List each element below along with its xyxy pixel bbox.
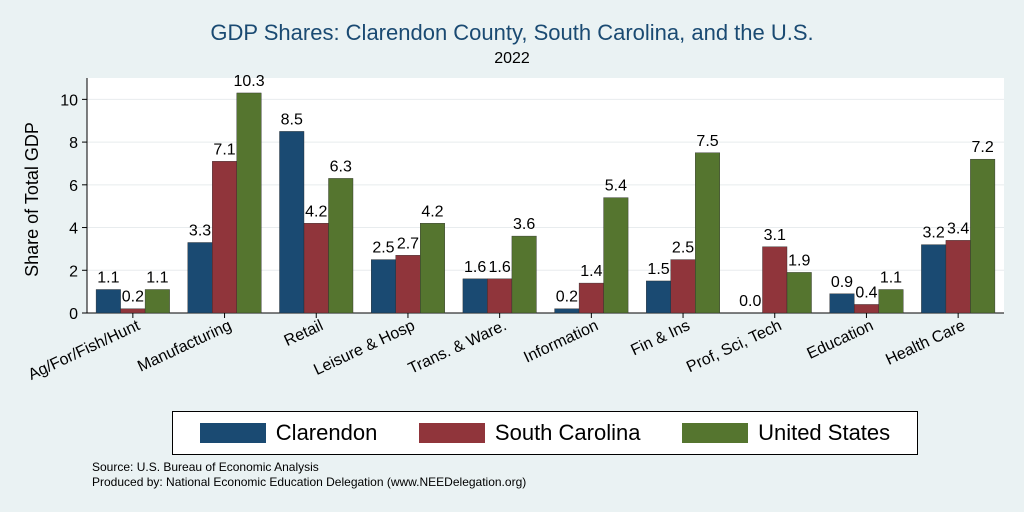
bar	[487, 278, 513, 314]
data-label: 7.1	[213, 141, 235, 158]
data-label: 1.1	[146, 270, 168, 287]
bar	[603, 197, 629, 314]
data-label: 10.3	[233, 73, 264, 90]
legend-label-south-carolina: South Carolina	[494, 420, 641, 445]
chart-title: GDP Shares: Clarendon County, South Caro…	[210, 20, 814, 45]
data-label: 8.5	[281, 111, 303, 128]
data-label: 1.4	[580, 263, 602, 280]
data-label: 3.4	[947, 220, 969, 237]
bar	[328, 178, 354, 314]
y-tick-label: 4	[69, 221, 78, 238]
data-label: 3.1	[764, 227, 786, 244]
data-label: 5.4	[605, 178, 627, 195]
y-tick-label: 8	[69, 135, 78, 152]
x-tick-label: Ag/For/Fish/Hunt	[26, 317, 143, 384]
bar	[371, 259, 396, 314]
data-label: 1.1	[880, 270, 902, 287]
y-tick-label: 6	[69, 178, 78, 195]
data-label: 0.0	[739, 293, 761, 310]
x-tick-label: Manufacturing	[135, 317, 234, 375]
bar	[762, 246, 788, 314]
legend-label-clarendon: Clarendon	[275, 420, 378, 445]
bar	[786, 272, 812, 314]
legend-label-united-states: United States	[758, 420, 891, 445]
source-note: Source: U.S. Bureau of Economic Analysis…	[92, 460, 526, 490]
data-label: 2.5	[672, 240, 694, 257]
data-label: 4.2	[421, 203, 443, 220]
legend-item-clarendon: Clarendon	[199, 420, 378, 446]
bar	[95, 289, 121, 314]
y-tick-label: 2	[69, 263, 78, 280]
y-axis-label: Share of Total GDP	[22, 122, 42, 277]
data-label: 0.2	[122, 289, 144, 306]
data-label: 7.2	[972, 139, 994, 156]
bar	[878, 289, 904, 314]
data-label: 1.6	[464, 259, 486, 276]
x-tick-label: Information	[521, 317, 601, 366]
legend-item-united-states: United States	[682, 420, 890, 446]
bar	[970, 158, 996, 314]
bar	[554, 308, 580, 314]
bar	[695, 152, 720, 314]
x-tick-label: Trans. & Ware.	[406, 317, 510, 377]
data-label: 4.2	[305, 203, 327, 220]
bar	[279, 131, 305, 314]
legend-swatch-united-states	[682, 423, 749, 443]
x-tick-label: Education	[804, 317, 876, 362]
legend-item-south-carolina: South Carolina	[418, 420, 641, 446]
data-label: 1.6	[489, 259, 511, 276]
bar	[212, 161, 238, 314]
chart-legend: Clarendon South Carolina United States	[172, 411, 918, 455]
source-line: Source: U.S. Bureau of Economic Analysis	[92, 460, 319, 474]
producer-line: Produced by: National Economic Education…	[92, 475, 527, 489]
data-label: 1.5	[647, 261, 669, 278]
legend-swatch-south-carolina	[418, 423, 485, 443]
bar	[670, 259, 696, 314]
data-label: 1.9	[788, 252, 810, 269]
y-tick-label: 10	[60, 92, 78, 109]
bar	[420, 223, 445, 314]
data-label: 2.5	[372, 240, 394, 257]
bar	[144, 289, 170, 314]
data-label: 1.1	[97, 270, 119, 287]
bar	[921, 244, 947, 314]
bar	[236, 92, 262, 314]
data-label: 3.2	[923, 225, 945, 242]
y-tick-label: 0	[69, 306, 78, 323]
bar	[578, 282, 604, 314]
x-tick-label: Health Care	[883, 317, 968, 369]
data-label: 2.7	[397, 235, 419, 252]
data-label: 0.2	[556, 289, 578, 306]
bar	[395, 255, 421, 314]
bar	[945, 240, 971, 314]
data-label: 7.5	[696, 133, 718, 150]
data-label: 0.4	[855, 284, 877, 301]
bar	[120, 308, 146, 314]
bar	[511, 235, 537, 314]
bar	[303, 223, 329, 314]
bar	[187, 242, 213, 314]
data-label: 6.3	[330, 158, 352, 175]
x-tick-label: Fin & Ins	[628, 317, 692, 359]
bar	[829, 293, 855, 314]
bar	[462, 278, 488, 314]
x-tick-label: Retail	[282, 317, 326, 350]
legend-swatch-clarendon	[199, 423, 266, 443]
data-label: 3.6	[513, 216, 535, 233]
bar	[854, 304, 879, 314]
data-label: 3.3	[189, 223, 211, 240]
chart-subtitle: 2022	[494, 50, 530, 67]
x-tick-label: Leisure & Hosp	[311, 317, 417, 379]
data-label: 0.9	[831, 274, 853, 291]
bar	[646, 280, 671, 314]
x-tick-label: Prof, Sci, Tech	[684, 317, 784, 376]
